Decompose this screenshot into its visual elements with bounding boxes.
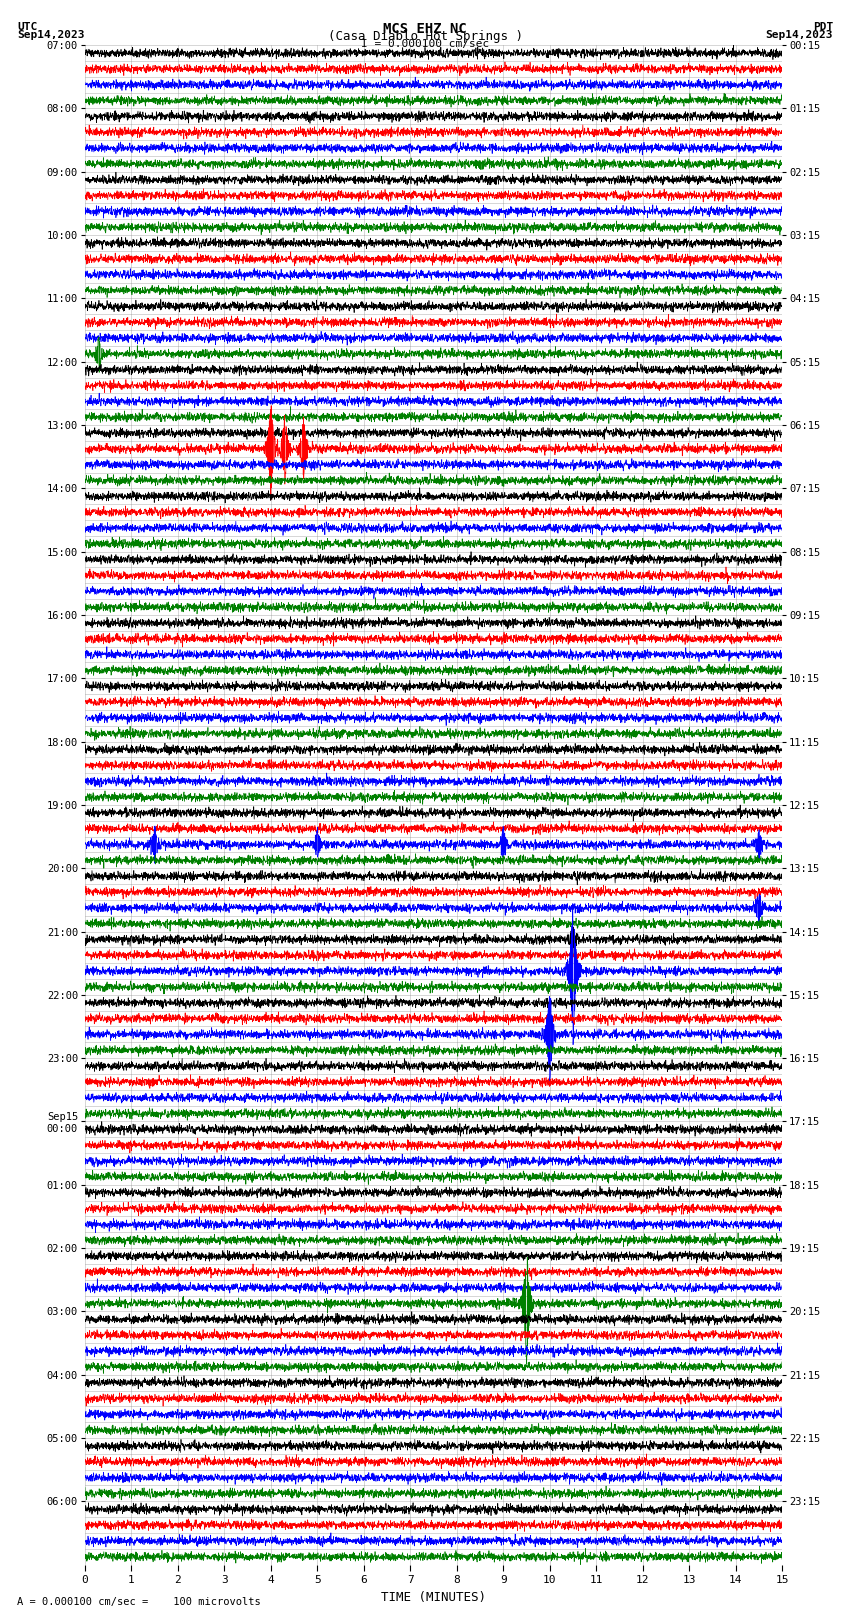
- Text: A = 0.000100 cm/sec =    100 microvolts: A = 0.000100 cm/sec = 100 microvolts: [17, 1597, 261, 1607]
- X-axis label: TIME (MINUTES): TIME (MINUTES): [381, 1590, 486, 1603]
- Text: UTC: UTC: [17, 23, 37, 32]
- Text: (Casa Diablo Hot Springs ): (Casa Diablo Hot Springs ): [327, 31, 523, 44]
- Text: I = 0.000100 cm/sec: I = 0.000100 cm/sec: [361, 39, 489, 48]
- Text: Sep14,2023: Sep14,2023: [766, 31, 833, 40]
- Text: PDT: PDT: [813, 23, 833, 32]
- Text: Sep14,2023: Sep14,2023: [17, 31, 84, 40]
- Text: MCS EHZ NC: MCS EHZ NC: [383, 23, 467, 35]
